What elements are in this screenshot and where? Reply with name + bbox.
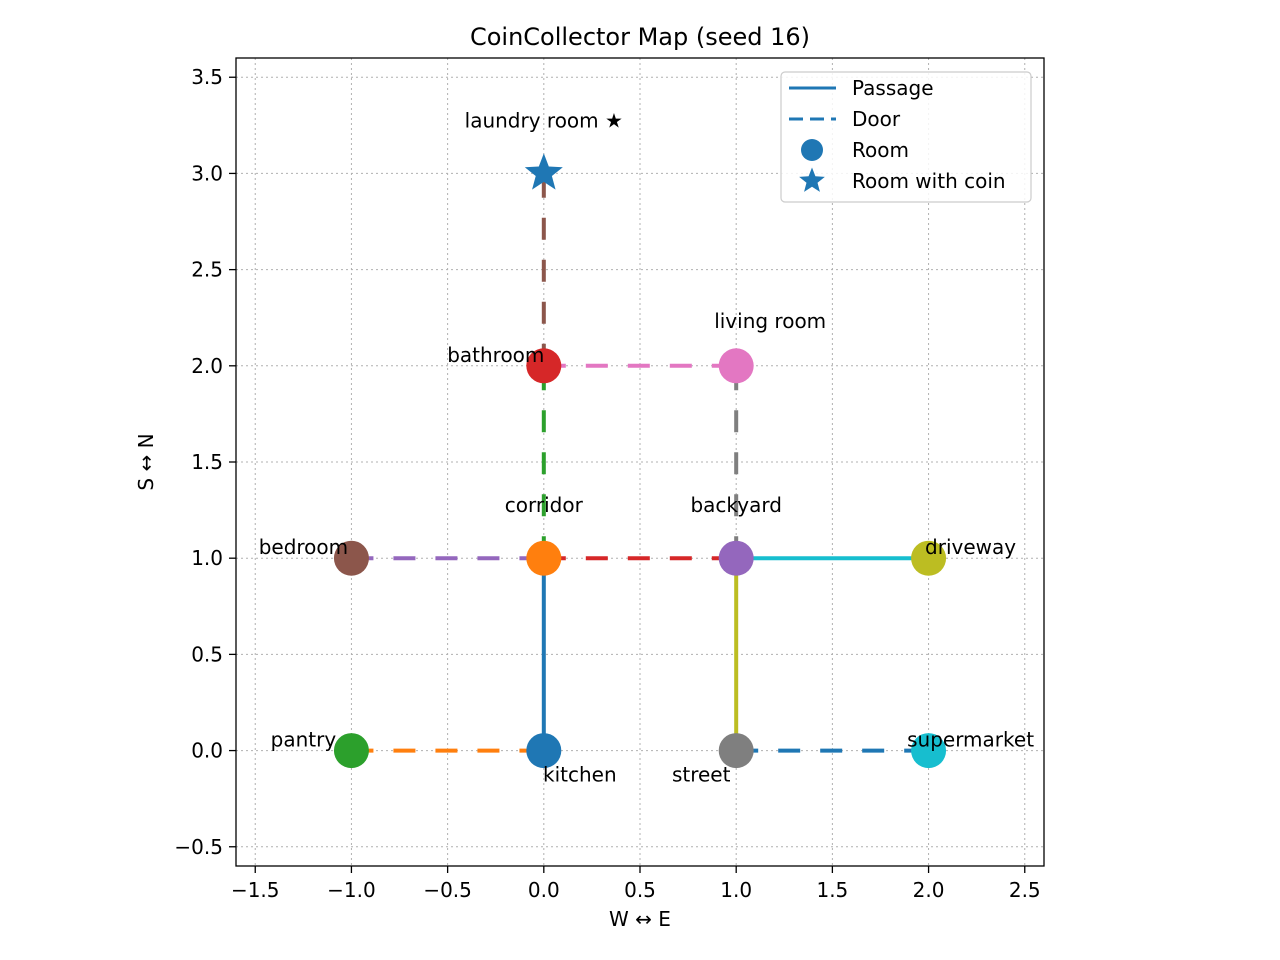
room-label-pantry: pantry [271, 728, 337, 752]
room-label-kitchen: kitchen [543, 763, 617, 787]
legend-room-label: Room [852, 138, 909, 162]
y-tick-label: 2.0 [191, 354, 223, 378]
y-tick-label: 1.0 [191, 546, 223, 570]
y-axis-label: S ↔ N [134, 433, 158, 490]
room-bathroom-marker [526, 348, 562, 384]
legend-coin-room-star-icon [799, 167, 825, 192]
y-tick-label: 0.0 [191, 739, 223, 763]
room-street-marker [718, 733, 754, 769]
room-driveway-marker [911, 540, 947, 576]
x-axis-label: W ↔ E [609, 907, 671, 931]
y-tick-label: 2.5 [191, 258, 223, 282]
room-label-backyard: backyard [690, 493, 781, 517]
legend-passage-label: Passage [852, 76, 934, 100]
x-tick-label: 1.5 [816, 878, 848, 902]
room-label-corridor: corridor [505, 493, 584, 517]
room-label-bedroom: bedroom [259, 535, 348, 559]
room-label-bathroom: bathroom [447, 343, 544, 367]
room-pantry-marker [333, 733, 369, 769]
room-living-room-marker [718, 348, 754, 384]
y-tick-label: −0.5 [174, 835, 223, 859]
x-tick-label: −0.5 [423, 878, 472, 902]
room-label-supermarket: supermarket [907, 728, 1034, 752]
x-tick-label: 2.0 [913, 878, 945, 902]
y-tick-label: 3.0 [191, 161, 223, 185]
x-tick-label: −1.5 [231, 878, 280, 902]
connections [351, 173, 929, 753]
room-label-living-room: living room [714, 309, 826, 333]
room-label-driveway: driveway [925, 535, 1016, 559]
y-tick-label: 3.5 [191, 65, 223, 89]
y-tick-label: 0.5 [191, 642, 223, 666]
room-label-street: street [672, 763, 731, 787]
legend-frame [780, 71, 1032, 203]
legend-door-label: Door [852, 107, 901, 131]
x-tick-label: 1.0 [720, 878, 752, 902]
x-tick-label: 0.0 [528, 878, 560, 902]
legend-coin-room-label: Room with coin [852, 169, 1006, 193]
axis-ticks: −1.5 −1.0 −0.5 0.0 0.5 1.0 1.5 2.0 2.5 −0.5 0.0 0.5… [174, 65, 1040, 902]
room-bedroom-marker [333, 540, 369, 576]
y-tick-label: 1.5 [191, 450, 223, 474]
legend-room-swatch [801, 139, 823, 161]
x-tick-label: 2.5 [1009, 878, 1041, 902]
x-tick-label: 0.5 [624, 878, 656, 902]
chart-title: CoinCollector Map (seed 16) [470, 23, 810, 51]
room-backyard-marker [718, 540, 754, 576]
room-labels: kitchen corridor pantry bathroom backyard bed… [259, 108, 1034, 786]
room-label-laundry-room: laundry room ★ [465, 108, 623, 132]
legend: Passage Door Room Room with coin [780, 71, 1032, 203]
room-laundry-room-star-icon [524, 153, 563, 190]
room-kitchen-marker [526, 733, 562, 769]
room-corridor-marker [526, 540, 562, 576]
x-tick-label: −1.0 [327, 878, 376, 902]
room-supermarket-marker [911, 733, 947, 769]
rooms [333, 153, 947, 769]
